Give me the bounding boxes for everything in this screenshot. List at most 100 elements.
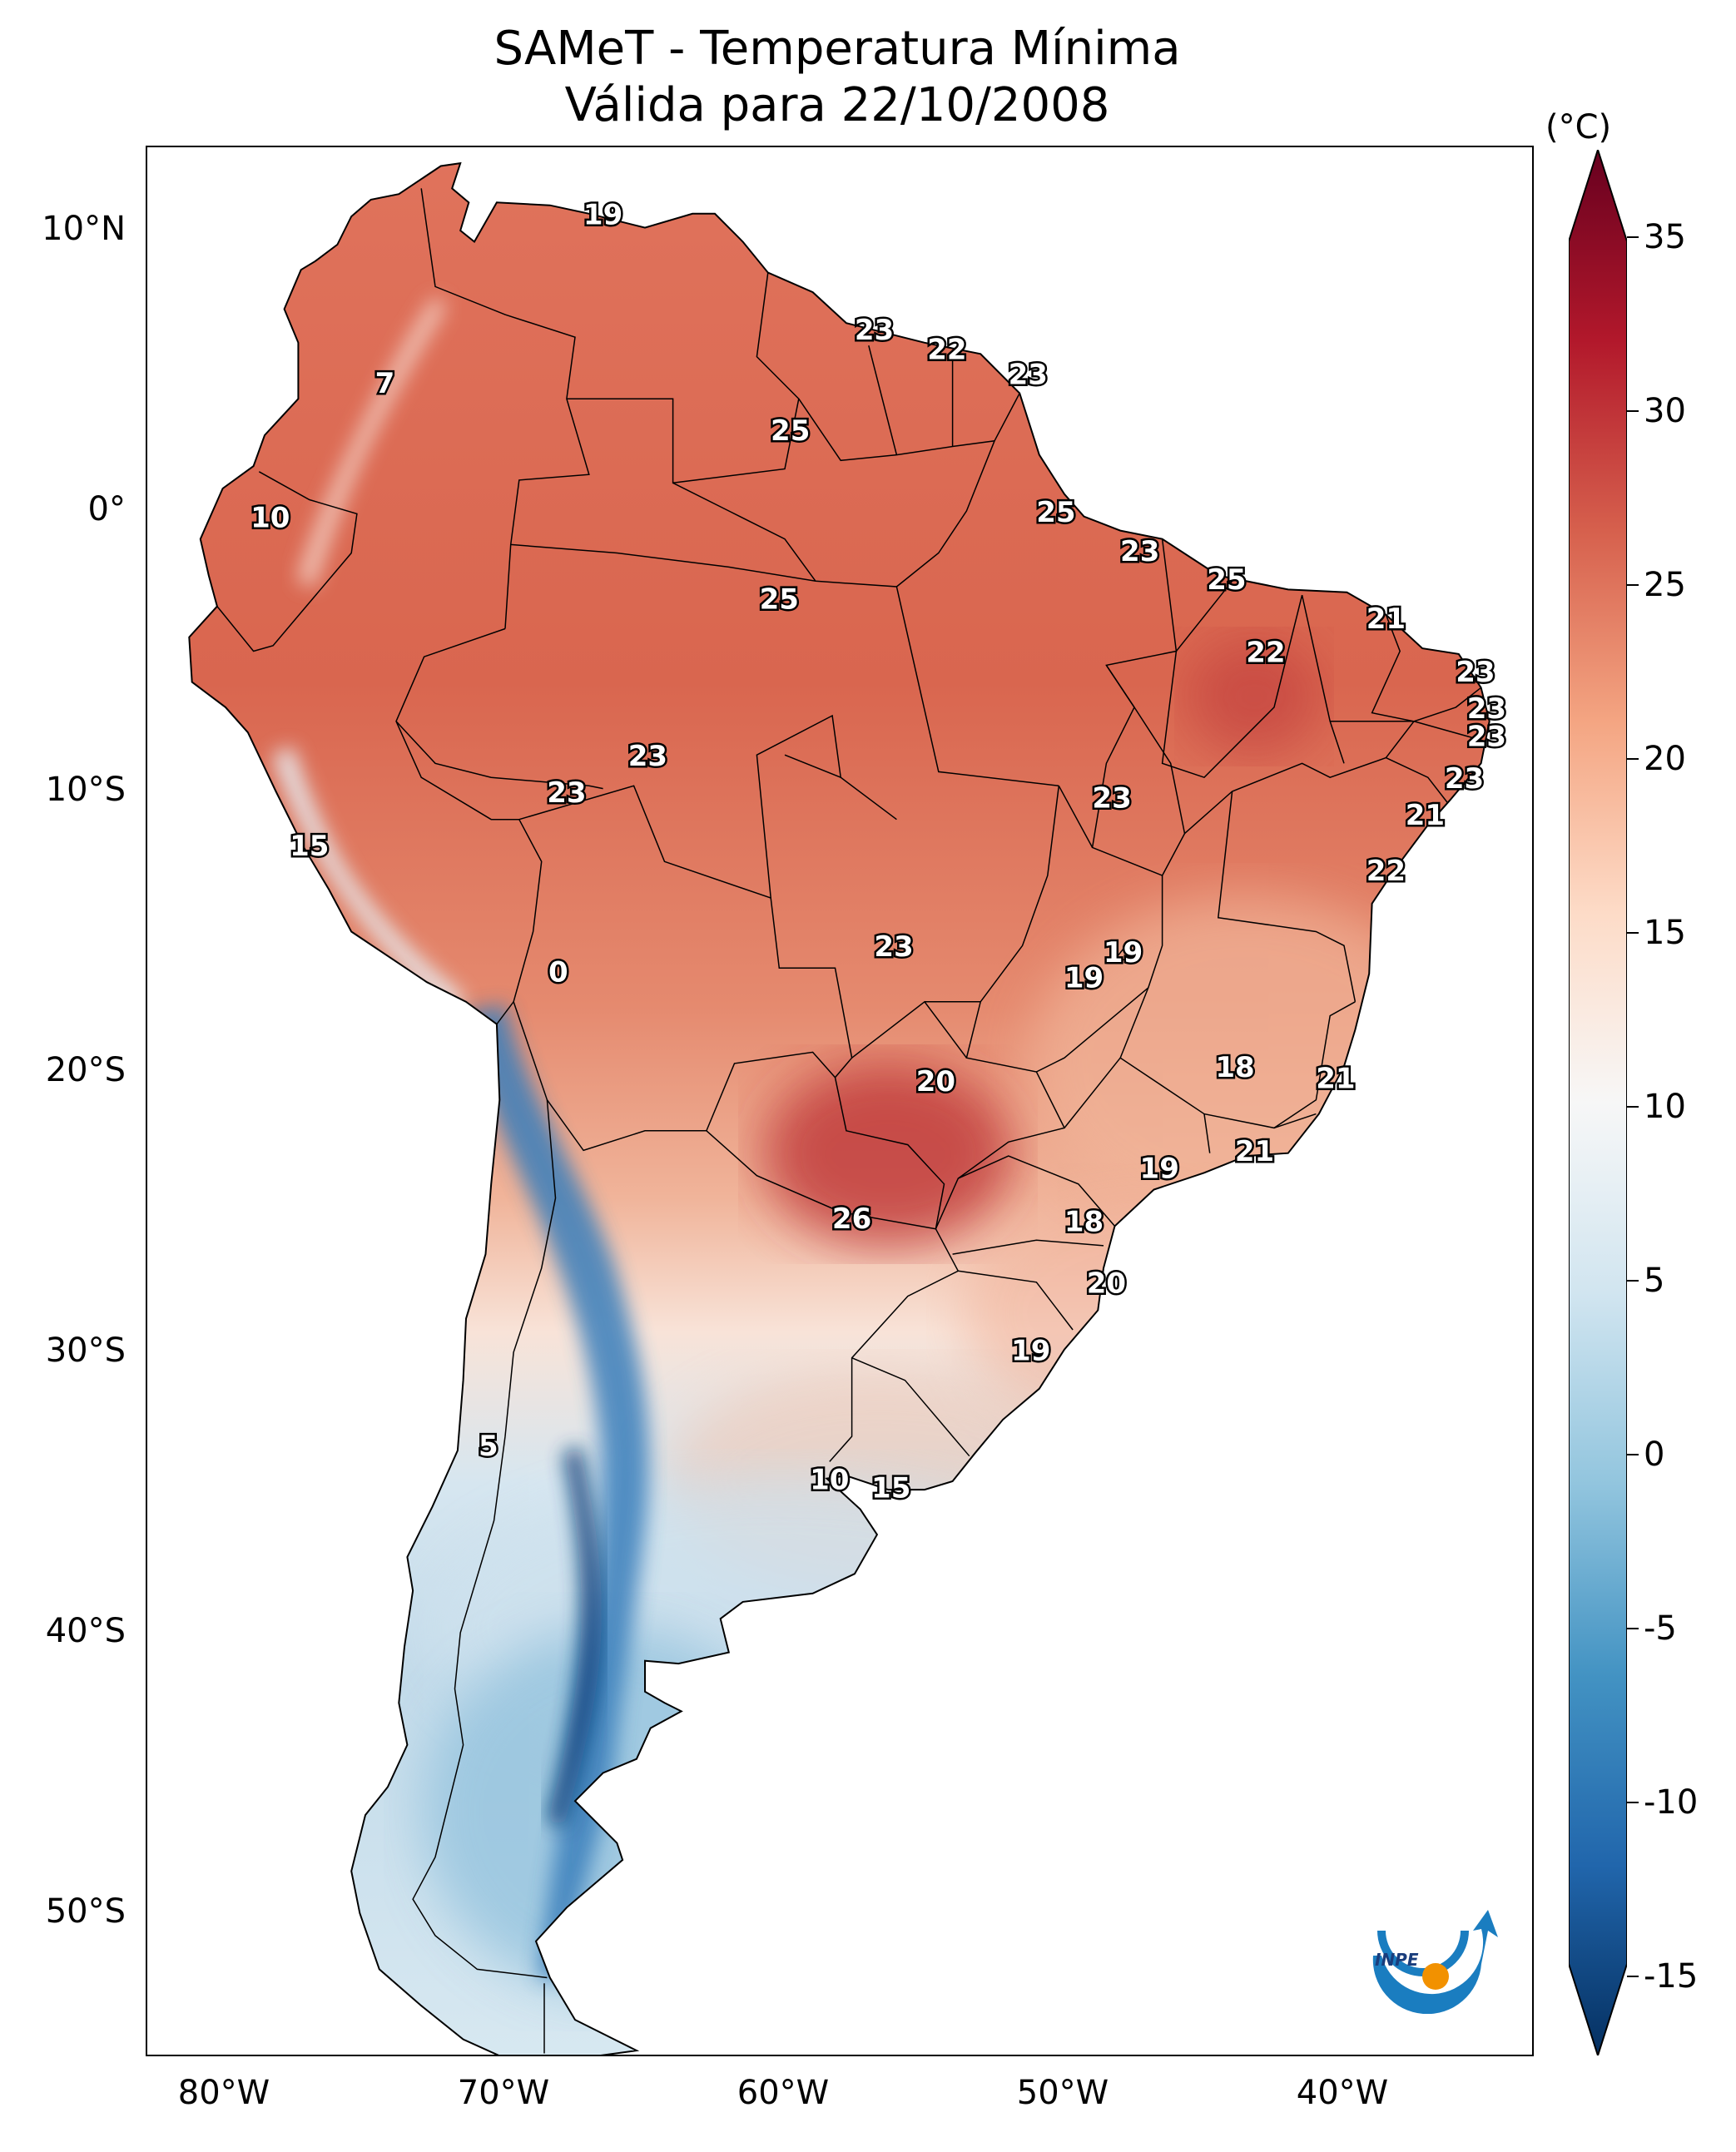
station-label: 21 xyxy=(1235,1135,1274,1168)
border-line xyxy=(868,345,898,455)
border-line xyxy=(412,1099,557,1979)
station-label: 25 xyxy=(771,414,810,448)
border-line xyxy=(829,1228,960,1462)
border-line xyxy=(1113,945,1138,960)
border-line xyxy=(784,754,897,821)
station-label: 25 xyxy=(1036,496,1075,529)
lon-tick-label: 80°W xyxy=(177,2074,270,2112)
border-line xyxy=(1273,1113,1317,1129)
map-subtitle: Válida para 22/10/2008 xyxy=(564,78,1110,132)
colorbar-tick xyxy=(1627,584,1639,586)
colorbar-tick-label: 30 xyxy=(1644,392,1686,430)
border-line xyxy=(756,714,841,899)
station-label: 18 xyxy=(1064,1206,1104,1239)
colorbar-tick xyxy=(1627,236,1639,238)
border-line xyxy=(513,1001,836,1152)
station-label: 0 xyxy=(548,956,568,989)
border-line xyxy=(1058,785,1094,848)
border-line xyxy=(1217,791,1357,1002)
colorbar-tick xyxy=(1627,1976,1639,1977)
station-label: 10 xyxy=(810,1464,849,1497)
station-label: 23 xyxy=(1467,692,1506,726)
border-line xyxy=(1161,580,1303,779)
station-label: 19 xyxy=(1140,1153,1179,1186)
map-area: 19 7 23 22 23 25 10 25 23 25 25 21 22 23 23 23 23 23 23 23 2… xyxy=(146,146,1534,2056)
border-line xyxy=(395,721,603,790)
border-line xyxy=(672,482,816,582)
station-label: 23 xyxy=(1092,782,1131,816)
border-line xyxy=(1385,721,1415,759)
border-line xyxy=(952,1239,1104,1255)
station-label: 21 xyxy=(1366,602,1406,636)
coastline-path xyxy=(188,161,1490,2055)
border-line xyxy=(1105,538,1178,708)
station-label: 25 xyxy=(1207,563,1246,597)
logo-text: INPE xyxy=(1375,1950,1419,1970)
lat-tick-label: 30°S xyxy=(45,1331,126,1370)
station-label: 23 xyxy=(547,776,586,810)
colorbar-tick xyxy=(1627,410,1639,412)
station-label: 20 xyxy=(916,1065,955,1098)
border-line xyxy=(395,627,543,1025)
station-label: 22 xyxy=(1366,855,1406,888)
border-line xyxy=(706,1077,945,1230)
station-label: 21 xyxy=(1316,1063,1355,1096)
station-label: 23 xyxy=(1009,359,1048,392)
border-line xyxy=(851,1357,970,1457)
station-label: 23 xyxy=(874,930,913,964)
station-label: 22 xyxy=(1246,636,1285,669)
station-label: 19 xyxy=(1104,936,1143,969)
station-label: 23 xyxy=(1120,535,1159,568)
station-label: 18 xyxy=(1215,1051,1254,1084)
border-line xyxy=(958,1270,1074,1331)
station-label: 7 xyxy=(375,367,395,400)
station-label: 20 xyxy=(1087,1267,1126,1301)
station-label: 23 xyxy=(628,740,667,773)
lon-tick-label: 60°W xyxy=(737,2074,830,2112)
border-line xyxy=(798,393,1020,462)
border-line xyxy=(895,440,995,588)
station-label: 25 xyxy=(760,583,799,616)
colorbar-unit: (°C) xyxy=(1545,108,1612,146)
colorbar-tick-label: 15 xyxy=(1644,914,1686,952)
colorbar-tick-label: 0 xyxy=(1644,1435,1665,1474)
lat-tick-label: 40°S xyxy=(45,1612,126,1650)
lat-tick-label: 10°N xyxy=(42,210,126,248)
station-label: 23 xyxy=(1467,721,1506,754)
station-label: 23 xyxy=(1445,762,1484,796)
colorbar-tick-label: 35 xyxy=(1644,218,1686,256)
colorbar-tick-label: 20 xyxy=(1644,740,1686,778)
border-line xyxy=(957,1155,1116,1227)
station-label: 23 xyxy=(855,314,894,347)
state-borders xyxy=(216,188,1485,2054)
lat-tick-label: 0° xyxy=(87,490,126,528)
station-label: 21 xyxy=(1406,799,1445,832)
colorbar-tick-label: -5 xyxy=(1644,1609,1677,1648)
colorbar-tick xyxy=(1627,1106,1639,1108)
lon-tick-label: 50°W xyxy=(1016,2074,1109,2112)
border-line xyxy=(1203,1113,1211,1153)
logo-dot xyxy=(1422,1963,1449,1990)
border-line xyxy=(935,786,1066,1230)
border-line xyxy=(566,272,800,484)
station-label: 19 xyxy=(583,199,622,232)
colorbar-tick xyxy=(1627,758,1639,760)
station-label: 19 xyxy=(1011,1335,1050,1368)
colorbar-tick xyxy=(1627,1454,1639,1455)
station-label: 26 xyxy=(832,1202,871,1236)
colorbar-tick xyxy=(1627,932,1639,934)
station-label: 19 xyxy=(1064,961,1104,994)
station-label: 15 xyxy=(871,1472,910,1505)
station-label: 10 xyxy=(250,502,290,535)
border-line xyxy=(216,471,358,652)
lon-tick-label: 70°W xyxy=(457,2074,550,2112)
lat-tick-label: 50°S xyxy=(45,1892,126,1931)
station-label: 22 xyxy=(927,333,966,366)
colorbar-tick-label: 5 xyxy=(1644,1262,1665,1300)
border-line xyxy=(518,785,853,1078)
border-line xyxy=(1091,664,1186,877)
lat-tick-label: 10°S xyxy=(45,771,126,809)
coastline xyxy=(188,161,1490,2055)
